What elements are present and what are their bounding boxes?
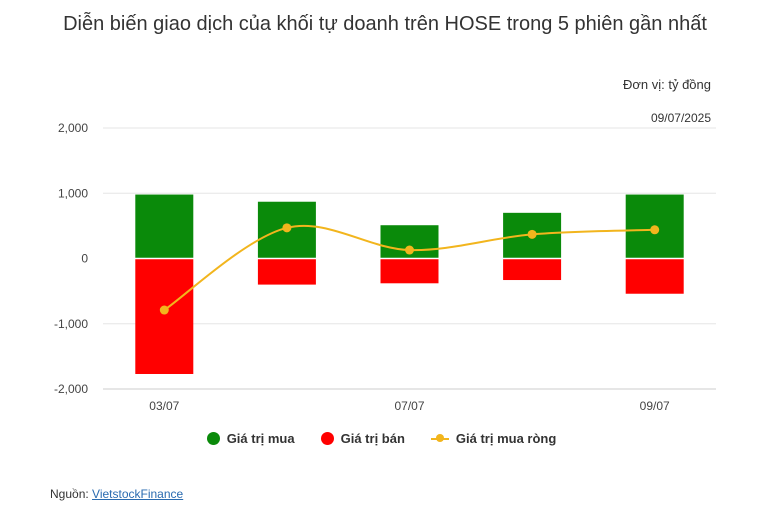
source: Nguồn: VietstockFinance: [50, 487, 183, 501]
source-prefix: Nguồn:: [50, 487, 93, 501]
grid-lines: [103, 127, 716, 390]
legend-item-buy[interactable]: Giá trị mua: [206, 431, 295, 446]
x-axis: 03/07 07/07 09/07: [149, 399, 670, 413]
bar-sell[interactable]: [380, 258, 439, 284]
legend-item-net[interactable]: Giá trị mua ròng: [430, 431, 557, 446]
legend-sell-swatch: [320, 432, 334, 445]
y-tick-label: 2,000: [58, 121, 88, 135]
net-point[interactable]: [282, 223, 292, 233]
legend-item-sell[interactable]: Giá trị bán: [320, 431, 405, 446]
chart-title: Diễn biến giao dịch của khối tự doanh tr…: [63, 13, 707, 35]
legend-sell-label: Giá trị bán: [340, 431, 405, 446]
y-tick-label: -1,000: [54, 317, 88, 331]
net-point[interactable]: [527, 229, 537, 239]
source-link[interactable]: VietstockFinance: [92, 487, 184, 501]
bars: [103, 194, 716, 374]
y-tick-label: 0: [81, 252, 88, 266]
net-line: [159, 223, 660, 315]
x-tick-label: 09/07: [640, 399, 670, 413]
net-point[interactable]: [405, 245, 414, 255]
legend-net-swatch: [430, 432, 449, 445]
net-point[interactable]: [159, 305, 169, 315]
bar-sell[interactable]: [503, 258, 562, 281]
bar-sell[interactable]: [135, 258, 194, 374]
x-tick-label: 07/07: [394, 399, 424, 413]
legend: Giá trị mua Giá trị bán Giá trị mua ròng: [0, 431, 763, 446]
x-tick-label: 03/07: [149, 399, 179, 413]
legend-net-label: Giá trị mua ròng: [455, 431, 557, 446]
y-axis: 2,000 1,000 0 -1,000 -2,000: [54, 121, 88, 396]
bar-sell[interactable]: [257, 258, 316, 285]
y-tick-label: 1,000: [58, 186, 88, 200]
legend-buy-label: Giá trị mua: [226, 431, 295, 446]
unit-label: Đơn vị: tỷ đồng: [622, 77, 711, 92]
y-tick-label: -2,000: [54, 382, 88, 396]
bar-sell[interactable]: [625, 258, 684, 294]
legend-buy-swatch: [206, 432, 220, 445]
chart-canvas: 2,000 1,000 0 -1,000 -2,000 03/07 07/07 09/07: [54, 121, 716, 413]
date-label: 09/07/2025: [650, 111, 711, 125]
net-point[interactable]: [650, 225, 660, 235]
bar-buy[interactable]: [135, 194, 194, 259]
